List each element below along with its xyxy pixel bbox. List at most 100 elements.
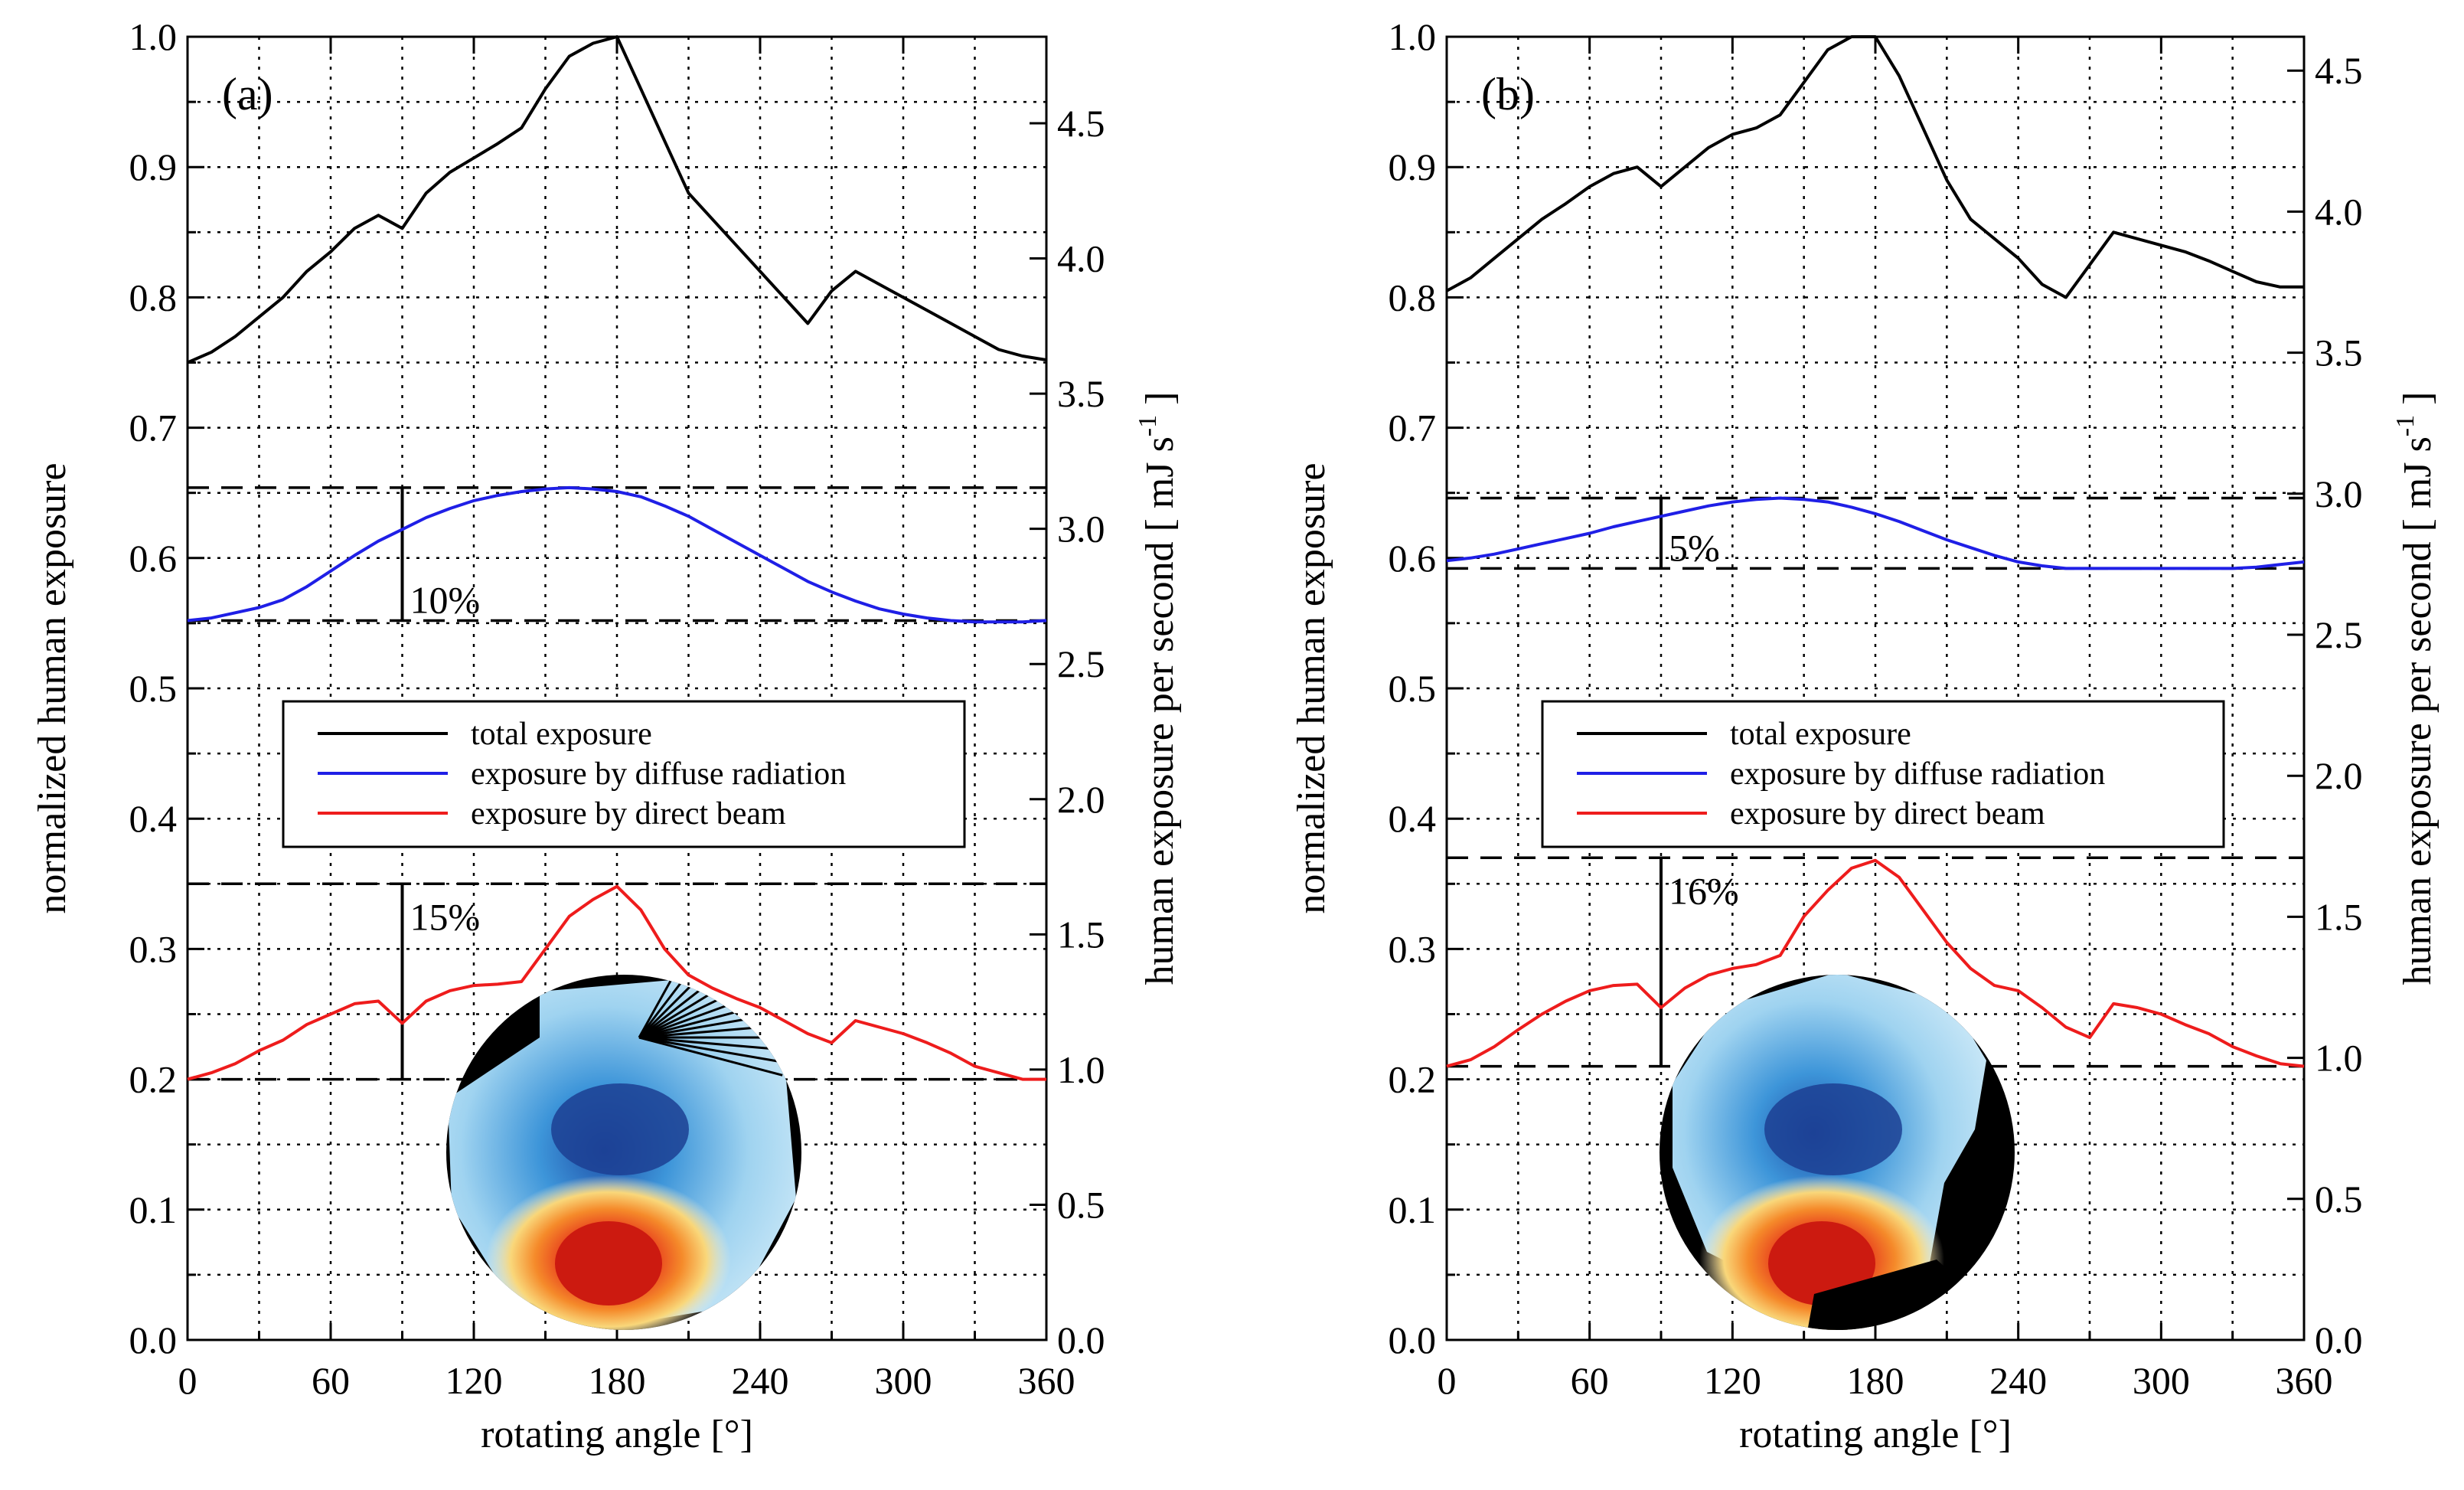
- inset-branch: [638, 975, 713, 1038]
- inset-branch: [638, 975, 728, 1039]
- right-tick-label: 3.5: [2315, 332, 2363, 374]
- y-tick-label: 0.6: [129, 537, 178, 580]
- range-percent-label-diffuse: 10%: [410, 578, 481, 621]
- right-tick-label: 3.0: [1057, 508, 1105, 551]
- inset-branch: [638, 1036, 783, 1077]
- y-tick-label: 0.1: [1389, 1188, 1437, 1231]
- right-tick-label: 0.5: [1057, 1183, 1105, 1226]
- inset-branch: [638, 1036, 791, 1052]
- x-tick-label: 300: [2133, 1359, 2190, 1402]
- y-axis-title-left: normalized human exposure: [1290, 462, 1333, 913]
- series-line-exposure-by-direct-beam: [187, 884, 1046, 1081]
- y-tick-label: 0.9: [129, 145, 178, 188]
- x-tick-label: 240: [1989, 1359, 2047, 1402]
- x-tick-label: 60: [1571, 1359, 1609, 1402]
- panel-a: 0.0 0.1 0.2 0.3 0.4 0.5 0.6 0.7 0.8 0.9 1.0 0.0 0.5 1…: [31, 15, 1182, 1456]
- series-line-exposure-by-direct-beam: [1446, 858, 2305, 1068]
- legend-label: total exposure: [471, 717, 652, 752]
- y-tick-label: 0.5: [1389, 667, 1437, 710]
- y-tick-label: 0.4: [129, 797, 178, 840]
- y-tick-label: 0.7: [1389, 407, 1437, 449]
- right-tick-label: 2.0: [2315, 754, 2363, 797]
- legend-label: total exposure: [1730, 717, 1911, 752]
- legend-label: exposure by direct beam: [1730, 796, 2045, 832]
- range-percent-label-direct: 15%: [410, 895, 481, 938]
- right-tick-label: 2.0: [1057, 778, 1105, 821]
- y-axis-title-right-main: human exposure per second [ mJ s: [1138, 436, 1182, 985]
- y-axis-title-right: human exposure per second [ mJ s-1 ]: [2391, 392, 2440, 985]
- y-tick-label: 1.0: [129, 15, 178, 58]
- x-axis-title: rotating angle [°]: [1739, 1413, 2012, 1456]
- y-tick-label: 0.2: [129, 1058, 178, 1101]
- x-tick-label: 240: [732, 1359, 789, 1402]
- x-tick-label: 60: [312, 1359, 350, 1402]
- right-tick-label: 4.5: [1057, 102, 1105, 145]
- x-tick-label: 180: [589, 1359, 646, 1402]
- right-tick-label: 2.5: [2315, 613, 2363, 656]
- right-tick-label: 4.5: [2315, 49, 2363, 92]
- fisheye-inset: [1660, 975, 2015, 1330]
- series-line-total-exposure: [1446, 35, 2304, 299]
- range-percent-label-diffuse: 5%: [1669, 526, 1720, 569]
- y-tick-label: 1.0: [1389, 15, 1437, 58]
- legend-box: [282, 700, 966, 848]
- y-axis-title-left: normalized human exposure: [31, 462, 74, 913]
- series-line-exposure-by-diffuse-radiation: [1446, 496, 2305, 570]
- right-tick-label: 4.0: [1057, 237, 1105, 280]
- right-tick-label: 1.5: [1057, 913, 1105, 956]
- right-tick-label: 2.5: [1057, 642, 1105, 685]
- y-tick-label: 0.0: [129, 1318, 178, 1361]
- legend-label: exposure by direct beam: [471, 796, 786, 832]
- x-tick-label: 0: [1438, 1359, 1457, 1402]
- right-tick-label: 1.5: [2315, 895, 2363, 938]
- y-tick-label: 0.0: [1389, 1318, 1437, 1361]
- x-tick-label: 120: [1704, 1359, 1761, 1402]
- panel-label: (b): [1481, 69, 1535, 119]
- range-percent-label-direct: 16%: [1669, 869, 1739, 912]
- x-tick-label: 0: [178, 1359, 197, 1402]
- right-tick-label: 3.0: [2315, 472, 2363, 515]
- x-axis-title: rotating angle [°]: [481, 1413, 753, 1456]
- right-tick-label: 3.5: [1057, 372, 1105, 415]
- y-tick-label: 0.3: [1389, 927, 1437, 970]
- right-tick-label: 1.0: [1057, 1048, 1105, 1091]
- x-tick-label: 120: [445, 1359, 503, 1402]
- y-axis-title-right: human exposure per second [ mJ s-1 ]: [1134, 392, 1182, 985]
- right-tick-label: 0.0: [2315, 1318, 2363, 1361]
- inset-branch: [638, 1036, 788, 1064]
- panel-b: 0.0 0.1 0.2 0.3 0.4 0.5 0.6 0.7 0.8 0.9 1.0 0.0 0.5 1…: [1290, 15, 2440, 1456]
- x-tick-label: 360: [1018, 1359, 1075, 1402]
- y-tick-label: 0.2: [1389, 1058, 1437, 1101]
- right-tick-label: 4.0: [2315, 190, 2363, 233]
- right-tick-label: 0.0: [1057, 1318, 1105, 1361]
- fisheye-inset: [446, 975, 801, 1330]
- inset-zenith: [551, 1083, 689, 1175]
- y-tick-label: 0.8: [1389, 276, 1437, 319]
- y-tick-label: 0.5: [129, 667, 178, 710]
- inset-branch: [638, 975, 742, 1039]
- y-axis-title-right-superscript: -1: [2391, 415, 2420, 436]
- y-tick-label: 0.7: [129, 407, 178, 449]
- right-tick-label: 1.0: [2315, 1037, 2363, 1080]
- inset-sun-core: [555, 1221, 662, 1305]
- y-axis-title-right-main: human exposure per second [ mJ s: [2396, 436, 2440, 985]
- inset-clipped: [448, 975, 796, 1330]
- series-line-total-exposure: [187, 35, 1047, 364]
- y-tick-label: 0.6: [1389, 537, 1437, 580]
- x-tick-label: 180: [1847, 1359, 1904, 1402]
- y-axis-title-right-end: ]: [2396, 392, 2440, 415]
- y-tick-label: 0.9: [1389, 145, 1437, 188]
- series-line-exposure-by-diffuse-radiation: [187, 485, 1047, 624]
- x-tick-label: 360: [2276, 1359, 2333, 1402]
- inset-zenith: [1764, 1083, 1902, 1175]
- y-axis-title-right-end: ]: [1138, 392, 1182, 415]
- legend-label: exposure by diffuse radiation: [1730, 756, 2105, 792]
- y-tick-label: 0.4: [1389, 797, 1437, 840]
- y-tick-label: 0.3: [129, 927, 178, 970]
- y-axis-title-right-superscript: -1: [1134, 415, 1162, 436]
- y-tick-label: 0.8: [129, 276, 178, 319]
- y-tick-label: 0.1: [129, 1188, 178, 1231]
- legend-label: exposure by diffuse radiation: [471, 756, 846, 792]
- inset-branch: [638, 975, 696, 1038]
